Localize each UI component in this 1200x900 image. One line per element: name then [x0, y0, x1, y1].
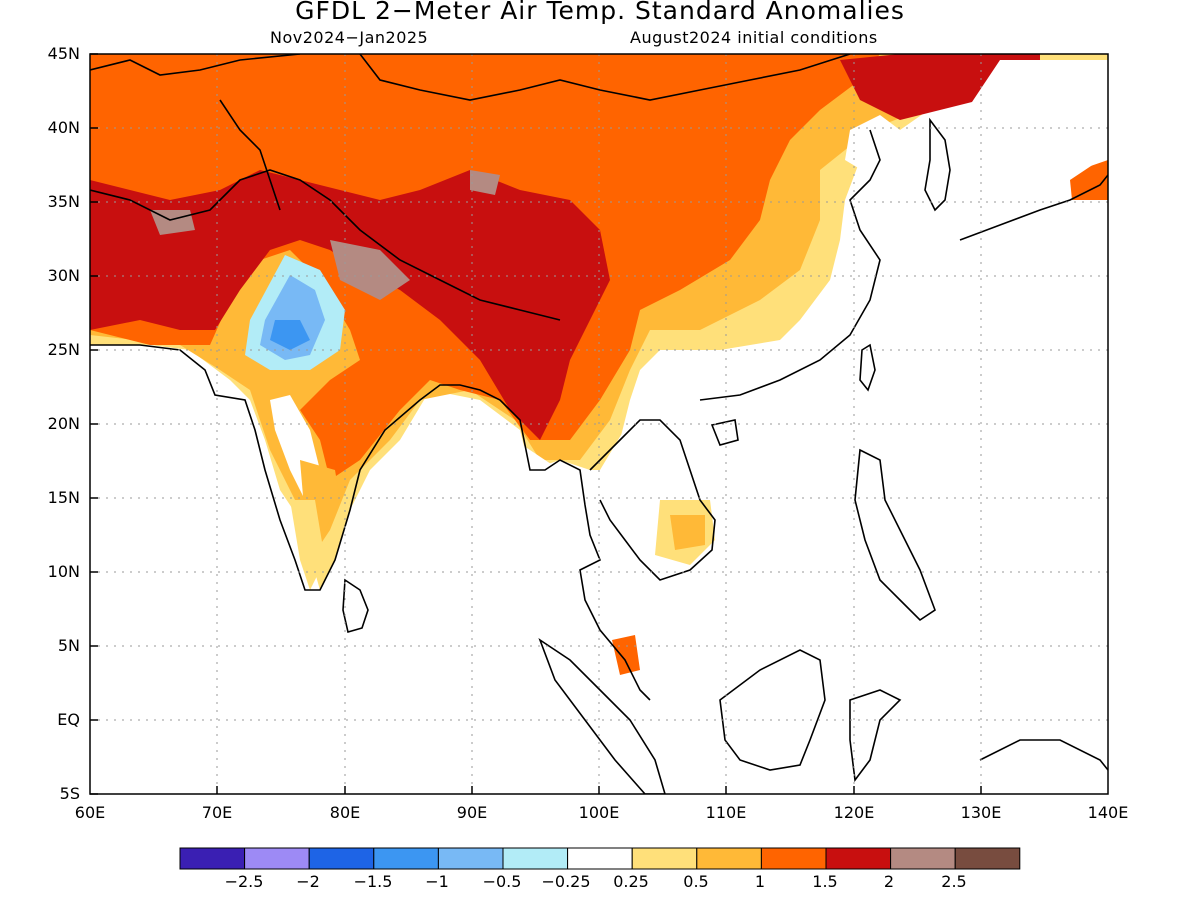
coastline-taiwan [859, 343, 876, 392]
lon-tick-label: 80E [329, 803, 361, 822]
coastline-china [699, 129, 881, 401]
coastlines [90, 54, 1108, 794]
colorbar-swatch [179, 847, 246, 870]
lat-tick-label: 45N [47, 44, 80, 63]
colorbar-swatch [502, 847, 569, 870]
map-title: GFDL 2−Meter Air Temp. Standard Anomalie… [295, 0, 905, 25]
colorbar-swatch [567, 847, 633, 870]
colorbar-swatch [631, 847, 698, 870]
coastline-borneo [719, 649, 826, 771]
coastline-korea [924, 117, 951, 212]
colorbar-label: 0.25 [613, 872, 649, 891]
colorbar-swatch [825, 847, 892, 870]
coastline-hainan [710, 419, 739, 446]
lat-tick-label: 5S [59, 784, 80, 803]
border-interior-3 [219, 99, 281, 211]
anomaly-region-1-cambodia [670, 515, 705, 550]
lat-tick-label: 30N [47, 266, 80, 285]
lon-tick-label: 130E [960, 803, 1002, 822]
colorbar-label: 2.5 [941, 872, 967, 891]
lat-tick-label: EQ [57, 710, 80, 729]
colorbar-swatch [308, 847, 375, 870]
colorbar-label: −0.25 [541, 872, 591, 891]
colorbar-label: −0.5 [482, 872, 522, 891]
graticule [90, 54, 1108, 794]
colorbar-swatch [373, 847, 439, 870]
lat-tick-label: 40N [47, 118, 80, 137]
anomaly-region-neutral-sea [960, 60, 1108, 200]
coastline-sumatra [538, 637, 666, 794]
lat-tick-label: 10N [47, 562, 80, 581]
lon-tick-label: 60E [74, 803, 106, 822]
lat-tick-label: 15N [47, 488, 80, 507]
anomaly-region-neutral-east [845, 115, 900, 175]
colorbar-label: 0.5 [683, 872, 709, 891]
coastline-indochina [589, 419, 716, 581]
colorbar-swatch [696, 847, 762, 870]
coastline-russia [90, 54, 301, 76]
lon-tick-label: 120E [833, 803, 875, 822]
anomaly-region-2 [90, 170, 610, 440]
colorbar-swatch [760, 847, 827, 870]
colorbar-label: −1.5 [353, 872, 393, 891]
anomaly-region-1p5-malaya [612, 635, 640, 675]
coastline-philippines [854, 448, 936, 622]
colorbar-label: −1 [425, 872, 449, 891]
colorbar-label: 2 [883, 872, 895, 891]
lat-tick-label: 20N [47, 414, 80, 433]
lon-tick-label: 90E [456, 803, 488, 822]
anomaly-region-1p5-japan [1070, 158, 1108, 200]
lat-tick-label: 25N [47, 340, 80, 359]
colorbar-label: 1.5 [812, 872, 838, 891]
colorbar [179, 847, 1021, 870]
border-interior-2 [359, 54, 851, 101]
coastline-japan [959, 174, 1108, 241]
coastline-arabia-india [90, 344, 651, 701]
anomaly-region-2-east [840, 54, 1040, 120]
anomaly-region-neg1 [270, 320, 310, 350]
initial-conditions: August2024 initial conditions [630, 28, 878, 47]
colorbar-swatch [437, 847, 504, 870]
lon-tick-label: 110E [705, 803, 747, 822]
lon-tick-label: 140E [1087, 803, 1129, 822]
colorbar-label: 1 [754, 872, 766, 891]
anomaly-region-2p5-e [470, 170, 500, 195]
lon-tick-label: 100E [578, 803, 620, 822]
colorbar-label: −2 [296, 872, 320, 891]
coastline-srilanka [342, 578, 369, 634]
lon-tick-label: 70E [201, 803, 233, 822]
colorbar-swatch [244, 847, 310, 870]
lat-tick-label: 35N [47, 192, 80, 211]
forecast-period: Nov2024−Jan2025 [270, 28, 429, 47]
anomaly-region-2p5-a [330, 240, 410, 300]
anomaly-region-0p5-india-south [290, 500, 325, 590]
coastline-sulawesi [849, 689, 902, 783]
colorbar-label: −2.5 [224, 872, 264, 891]
axis-ticks [90, 53, 982, 795]
lat-tick-label: 5N [57, 636, 80, 655]
colorbar-swatch [954, 847, 1021, 870]
colorbar-swatch [890, 847, 956, 870]
coastline-newguinea [979, 739, 1108, 771]
border-interior-1 [90, 169, 561, 321]
